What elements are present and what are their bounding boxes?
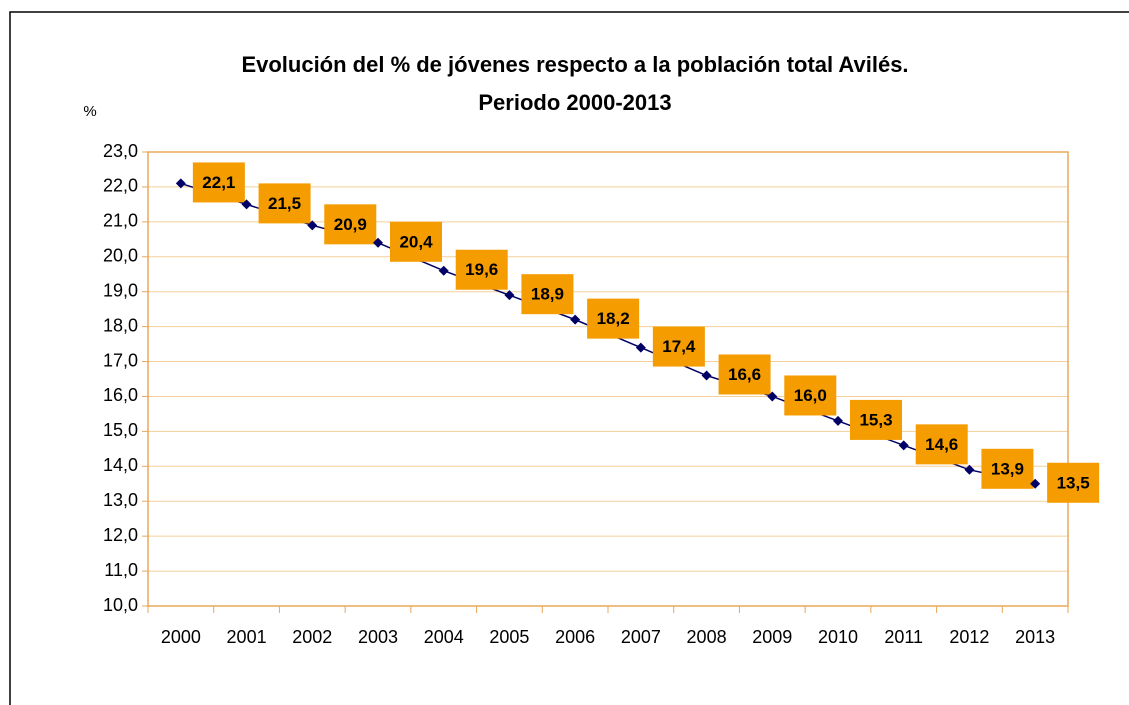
y-tick-label: 22,0 — [103, 176, 138, 196]
y-tick-label: 19,0 — [103, 280, 138, 300]
value-label-box — [521, 274, 574, 315]
value-label: 13,9 — [991, 459, 1024, 478]
value-label-box — [192, 162, 245, 203]
data-point — [570, 314, 581, 325]
data-point — [701, 370, 712, 381]
value-label: 16,6 — [728, 365, 761, 384]
value-label: 18,9 — [531, 285, 564, 304]
data-point — [767, 391, 778, 402]
value-label: 21,5 — [268, 194, 301, 213]
x-tick-label: 2011 — [884, 627, 923, 647]
value-label-box — [850, 399, 902, 440]
chart-subtitle: Periodo 2000-2013 — [478, 90, 671, 115]
value-label-box — [652, 326, 705, 367]
y-tick-label: 23,0 — [103, 141, 138, 161]
value-label: 20,4 — [399, 232, 433, 251]
y-tick-label: 13,0 — [103, 490, 138, 510]
y-tick-label: 16,0 — [103, 385, 138, 405]
value-label-box — [390, 221, 442, 262]
y-tick-label: 15,0 — [103, 420, 138, 440]
data-point — [373, 237, 383, 248]
x-tick-label: 2010 — [818, 627, 858, 647]
x-tick-label: 2013 — [1015, 627, 1055, 647]
x-tick-label: 2007 — [621, 627, 661, 647]
data-point — [964, 464, 975, 475]
value-label-box — [981, 448, 1034, 489]
value-label-box — [587, 298, 640, 339]
data-point — [635, 342, 646, 353]
x-tick-label: 2008 — [687, 627, 727, 647]
data-point — [833, 415, 843, 426]
value-label: 16,0 — [794, 386, 827, 405]
value-label: 14,6 — [925, 435, 958, 454]
x-tick-label: 2001 — [227, 627, 267, 647]
y-tick-label: 21,0 — [103, 211, 138, 231]
x-tick-label: 2000 — [161, 627, 201, 647]
data-point — [898, 440, 909, 451]
value-label-box — [324, 204, 377, 245]
y-tick-label: 18,0 — [103, 315, 138, 335]
data-point — [1030, 478, 1041, 489]
data-point — [504, 290, 515, 301]
value-label: 19,6 — [465, 260, 498, 279]
value-label: 17,4 — [662, 337, 696, 356]
value-label: 15,3 — [859, 410, 892, 429]
y-tick-label: 20,0 — [103, 246, 138, 266]
value-label-box — [1047, 462, 1100, 503]
y-axis-label: % — [83, 103, 96, 120]
value-label: 18,2 — [597, 309, 630, 328]
y-tick-label: 12,0 — [103, 525, 138, 545]
chart-frame — [9, 11, 1129, 705]
value-label: 13,5 — [1057, 473, 1090, 492]
x-tick-label: 2002 — [292, 627, 332, 647]
value-label: 20,9 — [334, 215, 367, 234]
value-label-box — [718, 354, 771, 395]
value-label-box — [915, 424, 968, 465]
data-point — [175, 178, 186, 189]
x-tick-label: 2004 — [424, 627, 464, 647]
chart-title: Evolución del % de jóvenes respecto a la… — [241, 52, 908, 77]
data-point — [241, 199, 252, 210]
data-point — [438, 265, 449, 276]
x-tick-label: 2005 — [489, 627, 529, 647]
value-label-box — [784, 375, 837, 416]
x-tick-label: 2003 — [358, 627, 398, 647]
x-tick-label: 2012 — [949, 627, 989, 647]
value-label-box — [455, 249, 508, 290]
y-tick-label: 10,0 — [103, 595, 138, 615]
x-tick-label: 2009 — [752, 627, 792, 647]
value-label-box — [258, 183, 311, 224]
y-tick-label: 17,0 — [103, 350, 138, 370]
y-tick-label: 14,0 — [103, 455, 138, 475]
y-tick-label: 11,0 — [104, 560, 138, 580]
value-label: 22,1 — [202, 173, 235, 192]
data-point — [307, 220, 318, 231]
x-tick-label: 2006 — [555, 627, 595, 647]
